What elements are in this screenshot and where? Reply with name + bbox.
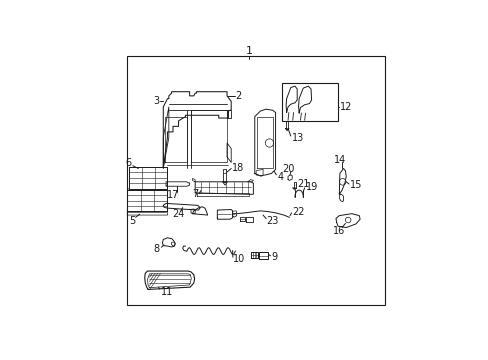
Text: 17: 17 [167, 190, 180, 200]
Text: 22: 22 [292, 207, 305, 217]
Text: 1: 1 [245, 46, 252, 56]
Text: 14: 14 [333, 155, 346, 165]
Text: 12: 12 [339, 102, 351, 112]
Text: 3: 3 [153, 96, 159, 107]
Text: 9: 9 [271, 252, 277, 262]
Text: 19: 19 [305, 183, 317, 192]
Text: 5: 5 [128, 216, 135, 226]
Text: 11: 11 [160, 287, 172, 297]
Bar [282, 84, 337, 121]
Text: 21: 21 [297, 179, 309, 189]
Text: 6: 6 [125, 158, 131, 168]
Text: 2: 2 [235, 91, 241, 101]
Text: 16: 16 [332, 226, 345, 236]
Text: 20: 20 [282, 164, 294, 174]
Text: 18: 18 [231, 163, 244, 174]
Text: 4: 4 [277, 172, 284, 182]
Text: 15: 15 [349, 180, 362, 190]
Text: 7: 7 [191, 189, 198, 199]
Text: 10: 10 [233, 255, 245, 264]
Text: 13: 13 [291, 133, 303, 143]
Text: 8: 8 [153, 244, 160, 254]
Text: 23: 23 [266, 216, 279, 226]
Text: 24: 24 [172, 209, 184, 219]
